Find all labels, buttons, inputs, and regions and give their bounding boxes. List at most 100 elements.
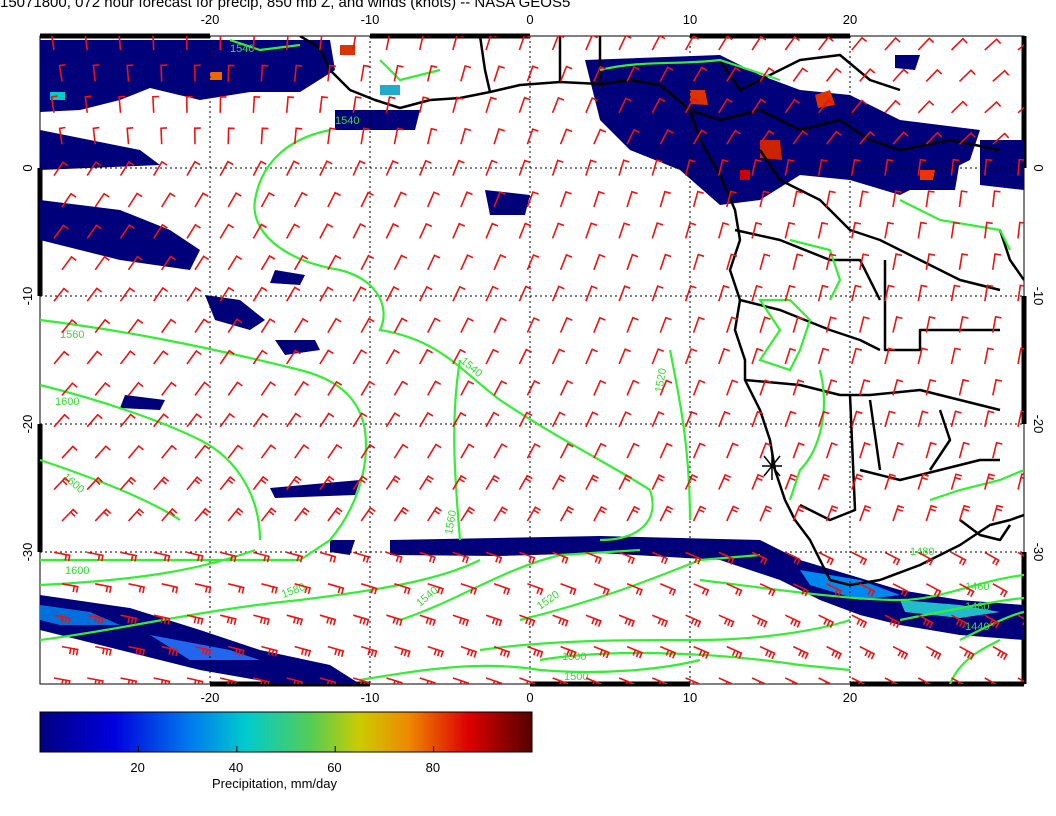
lon-tick-label: -20 (201, 690, 220, 705)
wind-barb (161, 444, 178, 459)
wind-barb (718, 222, 730, 239)
wind-barb (485, 614, 503, 627)
wind-barb (684, 473, 699, 490)
wind-barb (1017, 106, 1024, 114)
wind-barb (161, 255, 177, 271)
wind-barb (984, 100, 1002, 114)
wind-barb (551, 36, 565, 51)
wind-barb (917, 100, 935, 114)
wind-barb (718, 98, 733, 114)
wind-barb (427, 380, 442, 396)
wind-barb (94, 255, 110, 271)
wind-barb (585, 222, 598, 239)
wind-barb (958, 315, 969, 333)
wind-barb (626, 379, 640, 396)
wind-barb (892, 190, 902, 208)
wind-barb (692, 442, 706, 459)
wind-barb (186, 286, 202, 302)
colorbar-tick-label: 20 (130, 760, 145, 775)
wind-barb (352, 160, 366, 176)
wind-barb (227, 381, 243, 396)
lon-tick-label: 20 (843, 690, 857, 705)
wind-barb (460, 127, 472, 145)
wind-barb (552, 614, 569, 627)
wind-barb (294, 254, 309, 271)
wind-barb (58, 126, 66, 145)
wind-barb (818, 677, 833, 684)
wind-barb (219, 475, 236, 491)
wind-barb (460, 254, 474, 271)
wind-barb (659, 316, 672, 333)
wind-barb (427, 506, 442, 522)
wind-barb (552, 551, 569, 564)
wind-barb (493, 583, 511, 596)
wind-barb (360, 645, 378, 658)
wind-barb (460, 191, 473, 208)
wind-barb (452, 614, 470, 627)
wind-barb (818, 551, 835, 566)
wind-barb (859, 316, 870, 333)
wind-barb (992, 583, 1008, 598)
wind-barb (651, 159, 663, 176)
lon-tick-labels-bottom: -20 -10 0 10 20 (201, 690, 858, 705)
wind-barb (651, 285, 664, 302)
wind-barb (585, 97, 599, 114)
wind-barb (518, 159, 531, 176)
contour-label: 1540 (335, 115, 359, 127)
wind-barb (826, 645, 842, 660)
wind-barb (385, 349, 400, 365)
wind-barb (319, 96, 328, 113)
lat-tick-label: -20 (20, 415, 35, 434)
wind-barb (160, 64, 168, 82)
wind-barb (684, 222, 697, 239)
wind-barb (851, 473, 864, 490)
wind-barb (784, 158, 795, 176)
wind-barb (152, 36, 155, 51)
wind-barb (726, 505, 740, 522)
wind-barb (618, 97, 632, 114)
wind-barb (984, 614, 1000, 629)
wind-barb (460, 380, 475, 396)
wind-barb (452, 222, 466, 239)
wind-barb (161, 645, 179, 657)
wind-barb (194, 318, 210, 334)
wind-barb (984, 551, 1000, 566)
wind-barb (418, 36, 430, 51)
lon-tick-label: -10 (361, 12, 380, 27)
wind-barb (593, 190, 605, 208)
wind-barb (127, 318, 144, 334)
wind-barb (618, 614, 636, 627)
map-title: 15071800, 072 hour forecast for precip, … (0, 0, 571, 11)
wind-barb (394, 645, 411, 658)
wind-barb (286, 677, 304, 684)
wind-barb (859, 190, 869, 208)
wind-barb (419, 677, 436, 684)
wind-barb (825, 379, 838, 396)
wind-barb (360, 64, 370, 82)
wind-barb (925, 583, 942, 597)
wind-barb (485, 474, 500, 491)
wind-barb (385, 159, 399, 176)
wind-barb (120, 677, 138, 684)
wind-barb (327, 506, 343, 522)
wind-barb (892, 131, 909, 145)
wind-barb (593, 379, 607, 396)
wind-barb (327, 191, 341, 208)
wind-barb (53, 677, 71, 684)
wind-barb (50, 36, 55, 51)
lon-tick-label: -20 (201, 12, 220, 27)
wind-barb (784, 677, 800, 684)
wind-barb (984, 677, 998, 684)
wind-barb (825, 130, 842, 145)
wind-barb (352, 349, 367, 365)
wind-barb (185, 95, 193, 113)
wind-barb (352, 96, 362, 113)
wind-barb (286, 349, 301, 365)
wind-barb (851, 158, 861, 176)
wind-barb (519, 551, 536, 564)
contour-label: 1560 (443, 509, 459, 535)
wind-barb (260, 64, 269, 82)
wind-barb (360, 506, 376, 522)
wind-barb (726, 442, 739, 459)
colorbar-title: Precipitation, mm/day (212, 776, 337, 791)
